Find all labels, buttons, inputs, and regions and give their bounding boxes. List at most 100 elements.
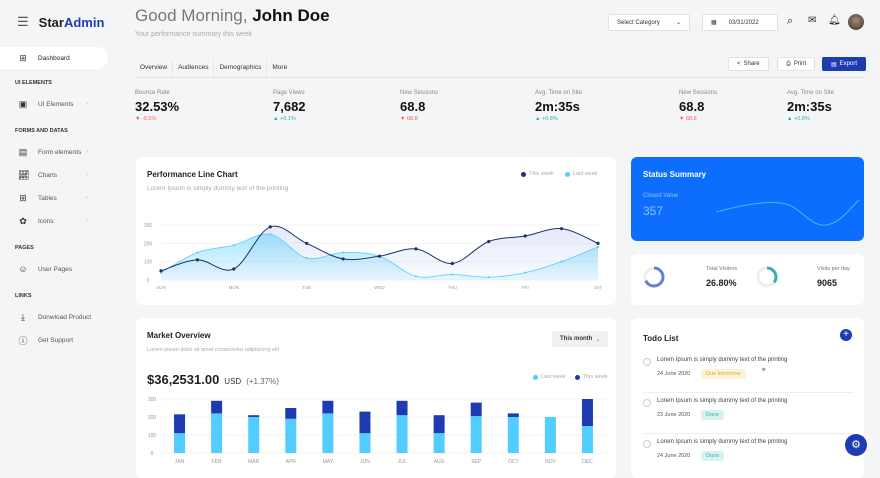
y-tick-label: 300 bbox=[148, 397, 157, 403]
gear-icon: ⚙ bbox=[851, 439, 861, 451]
sidebar-item[interactable]: ⓘ Get Support bbox=[0, 329, 108, 351]
y-tick-label: 300 bbox=[144, 223, 153, 229]
settings-fab[interactable]: ⚙ bbox=[845, 434, 867, 456]
form-icon: ▤ bbox=[18, 146, 28, 157]
stat-value: 7,682 bbox=[273, 99, 306, 114]
data-point bbox=[414, 275, 417, 278]
share-button[interactable]: < Share bbox=[728, 57, 769, 71]
data-point bbox=[596, 241, 600, 245]
data-point bbox=[487, 276, 490, 279]
status-sparkline bbox=[716, 199, 860, 226]
arrow-down-icon: ▼ bbox=[135, 116, 142, 122]
sidebar-item-dashboard[interactable]: ⊞ Dashboard bbox=[0, 47, 108, 69]
data-point bbox=[305, 257, 308, 259]
info-icon: ⓘ bbox=[18, 335, 28, 346]
sidebar-item[interactable]: ✿ Icons › bbox=[0, 210, 108, 232]
add-todo-button[interactable]: + bbox=[840, 329, 852, 341]
tab-overview[interactable]: Overview bbox=[135, 60, 174, 77]
sidebar-item-label: Get Support bbox=[38, 336, 74, 344]
chevron-icon: › bbox=[86, 101, 88, 107]
stat-label: New Sessions bbox=[400, 90, 439, 96]
chevron-icon: › bbox=[86, 172, 88, 178]
bar-this-week bbox=[211, 400, 223, 414]
period-select[interactable]: This month ⌄ bbox=[552, 331, 609, 347]
sidebar-item[interactable]: 📈︎ Charts › bbox=[0, 164, 108, 186]
legend-dot-this-week bbox=[521, 171, 526, 177]
sidebar-section-heading: PAGES bbox=[15, 245, 34, 251]
sidebar-item-label: Icons bbox=[38, 217, 54, 225]
data-point bbox=[450, 261, 454, 266]
dashboard-icon: ⊞ bbox=[19, 52, 27, 63]
todo-checkbox[interactable] bbox=[643, 440, 651, 448]
x-tick-label: SEP bbox=[471, 459, 482, 465]
x-tick-label: FEB bbox=[212, 459, 222, 465]
status-badge: Done bbox=[701, 451, 725, 461]
category-select[interactable]: Select Category ⌄ bbox=[608, 14, 690, 31]
x-tick-label: JUL bbox=[398, 459, 407, 465]
stat-label: New Sessions bbox=[679, 90, 718, 96]
bar-last-week bbox=[433, 433, 445, 453]
avatar[interactable] bbox=[848, 14, 864, 30]
arrow-down-icon: ▼ bbox=[400, 116, 407, 122]
stat-label: Avg. Time on Site bbox=[787, 90, 834, 96]
bar-last-week bbox=[359, 433, 371, 453]
mail-icon[interactable]: ✉ bbox=[808, 15, 817, 26]
y-tick-label: 200 bbox=[144, 241, 153, 247]
search-icon[interactable]: ⌕ bbox=[787, 15, 794, 27]
todo-checkbox[interactable] bbox=[643, 358, 651, 366]
x-tick-label: NOV bbox=[545, 459, 557, 465]
data-point bbox=[524, 271, 527, 274]
bar-last-week bbox=[507, 417, 519, 453]
hamburger-icon[interactable]: ☰ bbox=[17, 14, 29, 29]
tab-more[interactable]: More bbox=[272, 64, 288, 71]
delta-value: -0.5% bbox=[141, 116, 157, 122]
tab-audiences[interactable]: Audiences bbox=[173, 60, 215, 77]
sidebar-item-label: Tables bbox=[38, 194, 57, 202]
bar-last-week bbox=[322, 413, 334, 453]
sidebar-item[interactable]: ⤓ Donwload Product bbox=[0, 306, 108, 328]
logo[interactable]: StarAdmin bbox=[38, 14, 105, 30]
sidebar-item[interactable]: ▣ UI Elements › bbox=[0, 93, 108, 115]
sidebar-section-heading: UI ELEMENTS bbox=[15, 80, 52, 86]
sidebar-item[interactable]: ▤ Form elements › bbox=[0, 141, 108, 163]
x-tick-label: JUN bbox=[360, 459, 370, 465]
export-button[interactable]: ▤ Export bbox=[822, 57, 867, 71]
data-point bbox=[232, 244, 235, 247]
market-overview-card: Market Overview Lorem ipsum dolor sit am… bbox=[136, 318, 616, 478]
stat-delta: ▲ +0.8% bbox=[787, 116, 834, 122]
bar-this-week bbox=[285, 408, 297, 419]
calendar-icon: ▦ bbox=[711, 20, 717, 26]
export-icon: ▤ bbox=[831, 61, 837, 68]
closed-value: 357 bbox=[643, 204, 664, 218]
stat-value: 2m:35s bbox=[787, 99, 832, 114]
todo-text: Lorem Ipsum is simply dummy text of the … bbox=[657, 357, 788, 363]
arrow-up-icon: ▲ bbox=[273, 116, 280, 122]
legend-dot-this-week bbox=[574, 374, 580, 380]
data-point bbox=[377, 254, 382, 258]
x-tick-label: FRI bbox=[522, 285, 529, 290]
todo-checkbox[interactable] bbox=[643, 399, 651, 407]
sidebar-item[interactable]: ☺ User Pages bbox=[0, 258, 108, 280]
brand: ☰ StarAdmin bbox=[17, 14, 104, 30]
sidebar-item[interactable]: ⊞ Tables › bbox=[0, 187, 108, 209]
stat-label: Bounce Rate bbox=[135, 90, 170, 96]
todo-text: Lorem Ipsum is simply dummy text of the … bbox=[657, 439, 788, 445]
bar-this-week bbox=[470, 402, 482, 417]
delta-value: +0.8% bbox=[793, 116, 810, 122]
sidebar-section-heading: LINKS bbox=[15, 293, 32, 299]
card-title: Status Summary bbox=[643, 170, 707, 179]
tab-demographics[interactable]: Demographics bbox=[214, 60, 268, 77]
todo-date: 24 June 2020 bbox=[657, 371, 691, 377]
date-picker[interactable]: ▦ 03/31/2022 bbox=[702, 14, 778, 31]
bar-this-week bbox=[322, 400, 334, 414]
stat-label: Avg. Time on Site bbox=[535, 90, 582, 96]
bar-this-week bbox=[433, 415, 445, 434]
print-button[interactable]: ⎙ Print bbox=[777, 57, 816, 71]
bell-icon[interactable]: 🔔︎ bbox=[828, 15, 841, 26]
chevron-icon: › bbox=[86, 218, 88, 224]
sidebar-item-label: Form elements bbox=[38, 148, 82, 156]
bar-last-week bbox=[174, 433, 186, 453]
ui-elements-icon: ▣ bbox=[18, 98, 28, 109]
stat-item: Avg. Time on Site 2m:35s ▲ +0.8% bbox=[535, 90, 582, 122]
x-tick-label: MAR bbox=[248, 459, 259, 465]
